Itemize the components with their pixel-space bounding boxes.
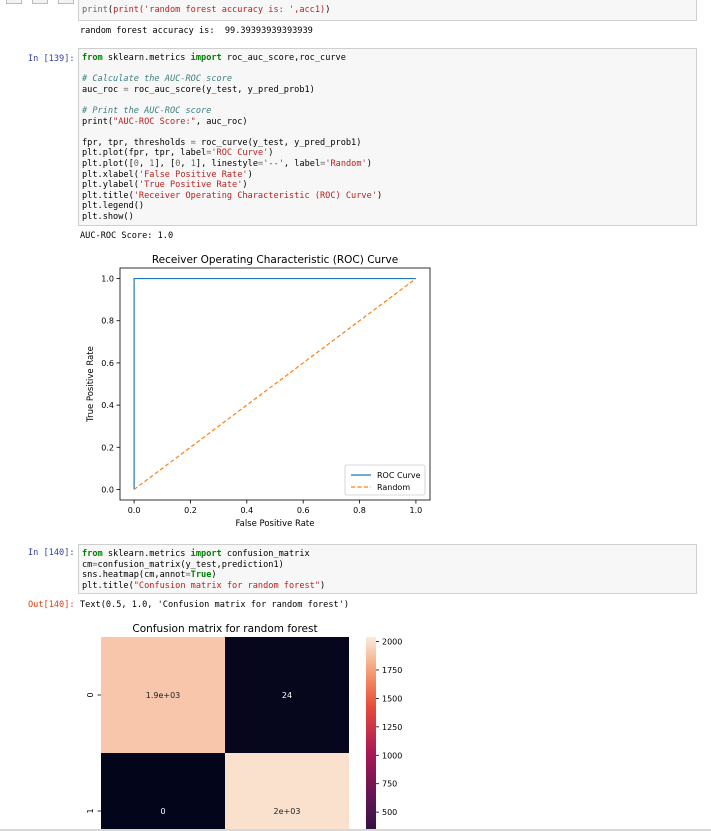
- code-line: plt.plot(fpr, tpr, label='ROC Curve'): [82, 148, 274, 159]
- heatmap-annotation: 1.9e+03: [146, 691, 181, 700]
- toolbar-button[interactable]: [32, 0, 48, 4]
- cell-140-code-text: from sklearn.metrics import confusion_ma…: [79, 545, 696, 591]
- x-tick-label: 0.8: [353, 506, 366, 515]
- heatmap-annotation: 2e+03: [274, 807, 301, 816]
- cell-140-prompt: In [140]:: [28, 548, 75, 558]
- legend-label: Random: [377, 483, 410, 492]
- code-line: auc_roc = roc_auc_score(y_test, y_pred_p…: [82, 84, 315, 95]
- prev-cell-output: random forest accuracy is: 99.3939393939…: [80, 26, 313, 36]
- code-line: fpr, tpr, thresholds = roc_curve(y_test,…: [82, 137, 362, 148]
- x-tick-label: 0.2: [184, 506, 197, 515]
- heatmap-row-label: 0: [86, 692, 95, 697]
- cell-140-out-prompt: Out[140]:: [28, 600, 75, 610]
- colorbar-tick-label: 1750: [382, 666, 402, 675]
- code-line: plt.show(): [82, 211, 134, 222]
- code-line: plt.title('Receiver Operating Characteri…: [82, 190, 383, 201]
- x-tick-label: 0.0: [128, 506, 141, 515]
- code-line: cm=confusion_matrix(y_test,prediction1): [82, 559, 284, 570]
- code-line: from sklearn.metrics import confusion_ma…: [82, 549, 310, 559]
- code-line: plt.xlabel('False Positive Rate'): [82, 169, 253, 180]
- heatmap-title: Confusion matrix for random forest: [132, 623, 317, 635]
- code-line: [82, 127, 87, 137]
- code-line: plt.title("Confusion matrix for random f…: [82, 580, 326, 591]
- code-line: # Print the AUC-ROC score: [82, 105, 212, 116]
- cell-140-output: Text(0.5, 1.0, 'Confusion matrix for ran…: [80, 600, 350, 610]
- heatmap-cells: 1.9e+03 24 0 2e+03: [101, 637, 376, 831]
- cell-140-code[interactable]: from sklearn.metrics import confusion_ma…: [78, 544, 697, 594]
- roc-xlabel: False Positive Rate: [236, 519, 315, 529]
- code-line: plt.ylabel('True Positive Rate'): [82, 180, 248, 191]
- cell-139-output: AUC-ROC Score: 1.0: [80, 231, 174, 241]
- heatmap-annotation: 0: [160, 807, 165, 816]
- cell-139-code-text: from sklearn.metrics import roc_auc_scor…: [79, 49, 696, 223]
- code-line: # Calculate the AUC-ROC score: [82, 74, 233, 85]
- heatmap-row-label: 1: [86, 808, 95, 813]
- y-tick-label: 0.0: [101, 485, 114, 494]
- cell-139-prompt: In [139]:: [28, 54, 75, 64]
- code-line: [82, 64, 87, 74]
- roc-ylabel: True Positive Rate: [86, 346, 96, 423]
- colorbar-tick-label: 1000: [382, 751, 402, 760]
- x-tick-label: 1.0: [410, 506, 423, 515]
- code-line: plt.plot([0, 1], [0, 1], linestyle='--',…: [82, 158, 372, 169]
- code-line: sns.heatmap(cm,annot=True): [82, 570, 217, 581]
- prev-code-text: print('random forest accuracy is: ',acc1…: [113, 5, 326, 15]
- colorbar-tick-label: 1250: [382, 723, 402, 732]
- toolbar-button[interactable]: [58, 0, 74, 4]
- heatmap-cell: [101, 637, 225, 753]
- y-tick-label: 0.6: [101, 359, 114, 368]
- cell-139-code[interactable]: from sklearn.metrics import roc_auc_scor…: [78, 48, 697, 226]
- code-line: [82, 95, 87, 105]
- roc-title: Receiver Operating Characteristic (ROC) …: [152, 254, 398, 266]
- y-tick-label: 0.2: [101, 443, 114, 452]
- colorbar-tick-label: 500: [382, 808, 397, 817]
- colorbar-tick-label: 2000: [382, 638, 402, 647]
- code-line: from sklearn.metrics import roc_auc_scor…: [82, 53, 346, 63]
- heatmap-cell: [101, 753, 225, 831]
- legend-label: ROC Curve: [377, 471, 421, 480]
- y-tick-label: 0.8: [101, 317, 114, 326]
- colorbar: [366, 637, 376, 831]
- prev-cell-code[interactable]: print(print('random forest accuracy is: …: [78, 0, 697, 21]
- page-bottom-edge: [0, 829, 711, 831]
- colorbar-tick-label: 1500: [382, 694, 402, 703]
- prev-code-line: print(print('random forest accuracy is: …: [82, 5, 331, 15]
- code-line: print("AUC-ROC Score:", auc_roc): [82, 116, 248, 127]
- x-tick-label: 0.4: [240, 506, 253, 515]
- colorbar-tick-label: 750: [382, 780, 397, 789]
- toolbar-button[interactable]: [6, 0, 22, 4]
- y-tick-label: 0.4: [101, 401, 114, 410]
- code-line: plt.legend(): [82, 201, 145, 212]
- heatmap-cell: [225, 753, 349, 831]
- heatmap-annotation: 24: [282, 691, 292, 700]
- roc-series-line: [133, 277, 416, 490]
- confusion-matrix-heatmap: Confusion matrix for random forest 1.9e+0…: [86, 623, 402, 831]
- heatmap-cell: [225, 637, 349, 753]
- x-tick-label: 0.6: [297, 506, 310, 515]
- y-tick-label: 1.0: [101, 275, 114, 284]
- roc-chart: Receiver Operating Characteristic (ROC) …: [86, 254, 431, 529]
- roc-series-line: [133, 278, 417, 490]
